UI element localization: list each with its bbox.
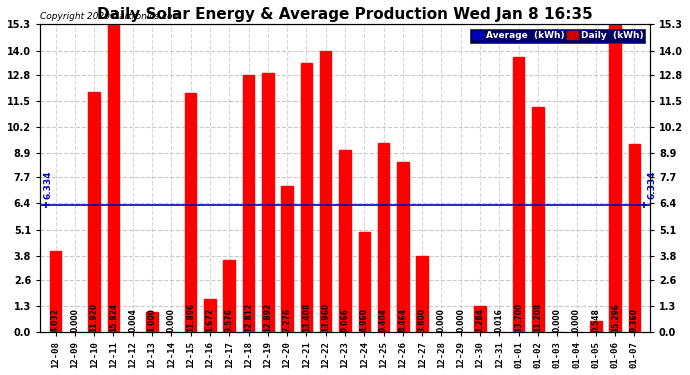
Bar [50, 251, 61, 332]
Bar [108, 14, 119, 332]
Text: 9.360: 9.360 [630, 308, 639, 332]
Bar [146, 312, 158, 332]
Text: Copyright 2020 Cartronics.com: Copyright 2020 Cartronics.com [40, 12, 181, 21]
Text: 8.464: 8.464 [398, 308, 407, 332]
Bar [204, 298, 216, 332]
Bar [185, 93, 197, 332]
Bar [320, 51, 331, 332]
Text: 12.812: 12.812 [244, 303, 253, 332]
Text: 13.408: 13.408 [302, 303, 311, 332]
Bar [590, 321, 602, 332]
Text: 13.960: 13.960 [322, 303, 331, 332]
Bar [629, 144, 640, 332]
Bar [282, 186, 293, 332]
Text: 1.284: 1.284 [475, 308, 484, 332]
Text: 6.334: 6.334 [44, 170, 53, 199]
Text: 11.896: 11.896 [186, 303, 195, 332]
Bar [474, 306, 486, 332]
Legend: Average  (kWh), Daily  (kWh): Average (kWh), Daily (kWh) [470, 29, 645, 42]
Text: 0.000: 0.000 [167, 308, 176, 332]
Text: 3.800: 3.800 [417, 308, 426, 332]
Bar [397, 162, 408, 332]
Bar [378, 143, 389, 332]
Text: 9.404: 9.404 [379, 308, 388, 332]
Bar [609, 25, 621, 332]
Text: 11.920: 11.920 [90, 303, 99, 332]
Bar [301, 63, 312, 332]
Text: 1.672: 1.672 [206, 308, 215, 332]
Text: 0.000: 0.000 [572, 308, 581, 332]
Title: Daily Solar Energy & Average Production Wed Jan 8 16:35: Daily Solar Energy & Average Production … [97, 7, 593, 22]
Text: 11.208: 11.208 [533, 303, 542, 332]
Text: 0.004: 0.004 [128, 308, 137, 332]
Text: 9.066: 9.066 [340, 308, 350, 332]
Text: 15.296: 15.296 [611, 303, 620, 332]
Bar [359, 232, 370, 332]
Text: 13.700: 13.700 [514, 303, 523, 332]
Bar [224, 260, 235, 332]
Text: 0.000: 0.000 [70, 308, 79, 332]
Text: 0.000: 0.000 [456, 308, 465, 332]
Text: 0.000: 0.000 [553, 308, 562, 332]
Text: 15.824: 15.824 [109, 303, 118, 332]
Bar [416, 256, 428, 332]
Text: 6.334: 6.334 [648, 170, 657, 199]
Text: 0.548: 0.548 [591, 308, 600, 332]
Text: 7.276: 7.276 [283, 308, 292, 332]
Bar [262, 73, 274, 332]
Bar [339, 150, 351, 332]
Text: 0.016: 0.016 [495, 308, 504, 332]
Text: 0.000: 0.000 [437, 308, 446, 332]
Text: 1.000: 1.000 [148, 308, 157, 332]
Text: 3.576: 3.576 [225, 308, 234, 332]
Bar [88, 93, 100, 332]
Text: 12.892: 12.892 [264, 303, 273, 332]
Bar [513, 57, 524, 332]
Bar [532, 107, 544, 332]
Bar [243, 75, 255, 332]
Text: 4.032: 4.032 [51, 308, 60, 332]
Text: 4.960: 4.960 [359, 308, 368, 332]
